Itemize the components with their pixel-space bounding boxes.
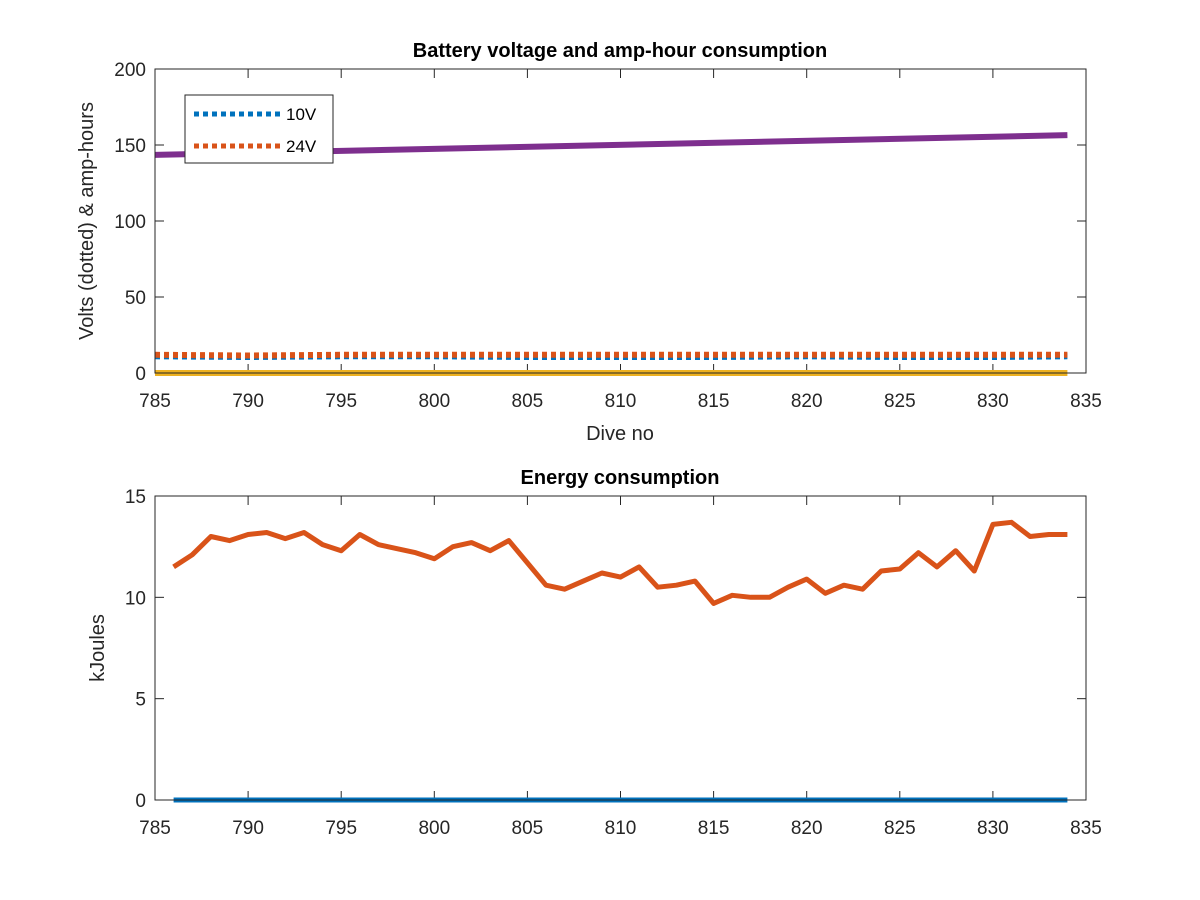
bottom-plot-area — [155, 496, 1086, 800]
bottom-x-tick-label: 805 — [512, 818, 544, 839]
bottom-line-series-2 — [172, 519, 1068, 606]
top-x-tick-label: 815 — [698, 391, 730, 412]
bottom-axes-box — [154, 495, 1087, 801]
top-x-tick-label: 830 — [977, 391, 1009, 412]
top-x-tick-label: 825 — [884, 391, 916, 412]
top-x-tick-label: 810 — [605, 391, 637, 412]
bottom-x-tick-label: 810 — [605, 818, 637, 839]
bottom-x-tick-label: 825 — [884, 818, 916, 839]
bottom-tick-labels: 785 790 795 800 805 810 815 820 825 830 835 0 5 10 15 — [125, 487, 1102, 839]
battery-voltage-axes: Battery voltage and amp-hour consumption… — [76, 40, 1102, 445]
bottom-x-tick-label: 835 — [1070, 818, 1102, 839]
bottom-x-tick-label: 795 — [325, 818, 357, 839]
legend-label-24v: 24V — [286, 137, 317, 156]
top-chart-title: Battery voltage and amp-hour consumption — [413, 40, 827, 62]
top-line-24v — [154, 351, 1068, 359]
bottom-y-tick-label: 0 — [135, 791, 146, 812]
top-x-tick-label: 820 — [791, 391, 823, 412]
bottom-x-tick-label: 790 — [232, 818, 264, 839]
bottom-y-axis-label: kJoules — [87, 614, 109, 682]
bottom-x-tick-label: 800 — [418, 818, 450, 839]
top-y-tick-label: 100 — [114, 212, 146, 233]
legend: 10V 24V — [184, 94, 334, 164]
top-x-tick-label: 835 — [1070, 391, 1102, 412]
top-x-tick-label: 805 — [512, 391, 544, 412]
top-y-tick-label: 150 — [114, 136, 146, 157]
top-x-tick-label: 790 — [232, 391, 264, 412]
legend-box — [184, 94, 334, 164]
bottom-x-tick-label: 815 — [698, 818, 730, 839]
top-y-tick-label: 200 — [114, 60, 146, 81]
top-x-tick-label: 795 — [325, 391, 357, 412]
bottom-chart-title: Energy consumption — [521, 467, 720, 489]
top-y-tick-label: 0 — [135, 364, 146, 385]
bottom-y-tick-label: 5 — [135, 690, 146, 711]
top-x-tick-label: 800 — [418, 391, 450, 412]
top-tick-labels: 785 790 795 800 805 810 815 820 825 830 835 0 50 100 1… — [114, 60, 1102, 412]
top-axes-box — [154, 68, 1087, 374]
legend-label-10v: 10V — [286, 105, 317, 124]
bottom-y-tick-label: 10 — [125, 588, 146, 609]
top-x-tick-label: 785 — [139, 391, 171, 412]
bottom-y-tick-label: 15 — [125, 487, 146, 508]
bottom-x-tick-label: 785 — [139, 818, 171, 839]
energy-consumption-axes: Energy consumption 785 790 795 800 805 810 815… — [87, 467, 1102, 839]
bottom-x-tick-label: 830 — [977, 818, 1009, 839]
top-y-axis-label: Volts (dotted) & amp-hours — [76, 102, 98, 340]
top-y-tick-label: 50 — [125, 288, 146, 309]
top-x-axis-label: Dive no — [586, 423, 654, 445]
bottom-x-tick-label: 820 — [791, 818, 823, 839]
